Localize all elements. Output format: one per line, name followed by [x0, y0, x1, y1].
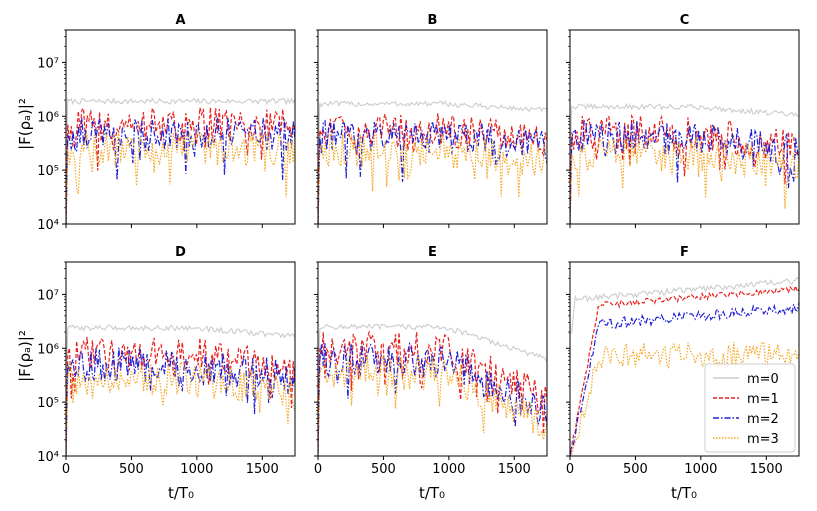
x-tick-label: 0 — [314, 462, 322, 477]
series-m1-line-a — [66, 107, 295, 224]
x-tick-label: 1000 — [684, 462, 717, 477]
axes-frame-f — [569, 261, 800, 457]
x-axis-label-f: t/T₀ — [671, 484, 697, 502]
legend-box — [704, 363, 796, 453]
y-tick-label: 10⁶ — [37, 342, 59, 357]
series-m1-line-b — [318, 113, 547, 224]
panel-title-c: C — [680, 13, 690, 28]
x-tick-label: 500 — [623, 462, 648, 477]
x-tick-label: 0 — [62, 462, 70, 477]
x-tick-label: 1500 — [246, 462, 279, 477]
x-tick-label: 1500 — [750, 462, 783, 477]
axes-frame-c — [569, 29, 800, 225]
series-m0-line-b — [318, 100, 547, 161]
x-tick-label: 0 — [566, 462, 574, 477]
legend: m=0 m=1 m=2 m=3 — [704, 363, 796, 453]
series-m2-line-d — [66, 347, 295, 455]
y-tick-label: 10⁴ — [37, 450, 59, 465]
series-m2-line-c — [570, 119, 799, 224]
series-m2-line-e — [318, 341, 547, 454]
x-tick-label: 500 — [371, 462, 396, 477]
series-m0-line-d — [66, 324, 295, 393]
panel-title-f: F — [680, 245, 689, 260]
panel-title-b: B — [428, 13, 438, 28]
panel-e: E 0 500 1000 1500 — [314, 245, 548, 477]
series-m1-line-f — [570, 284, 799, 456]
legend-label-m3: m=3 — [747, 432, 779, 447]
series-m0-line-e — [318, 323, 547, 393]
x-tick-label: 1000 — [432, 462, 465, 477]
legend-label-m1: m=1 — [747, 392, 779, 407]
series-m3-line-f — [570, 341, 799, 456]
panel-d: D 0 500 1000 1500 10⁴ 10⁵ 10⁶ 10⁷ — [37, 245, 296, 477]
y-tick-label: 10⁵ — [37, 164, 59, 179]
axes-frame-d — [65, 261, 296, 457]
panel-title-a: A — [175, 13, 185, 28]
y-tick-label: 10⁷ — [37, 56, 59, 71]
panel-c: C — [566, 13, 800, 228]
series-m1-line-c — [570, 113, 799, 224]
axes-frame-e — [317, 261, 548, 457]
x-axis-label-d: t/T₀ — [168, 484, 194, 502]
panel-title-e: E — [428, 245, 437, 260]
axes-frame-b — [317, 29, 548, 225]
y-axis-label-top: |F(ρₐ)|² — [16, 98, 34, 150]
x-tick-label: 1000 — [180, 462, 213, 477]
y-tick-label: 10⁵ — [37, 396, 59, 411]
series-m0-line-f — [570, 277, 799, 335]
series-m2-line-f — [570, 302, 799, 456]
axes-frame-a — [65, 29, 296, 225]
series-m0-line-c — [570, 102, 799, 161]
x-tick-label: 500 — [119, 462, 144, 477]
series-m3-line-d — [66, 359, 295, 455]
panel-title-d: D — [175, 245, 186, 260]
x-tick-label: 1500 — [498, 462, 531, 477]
panel-f: F 0 500 1000 1500 m=0 m=1 m=2 m=3 — [566, 245, 800, 477]
x-axis-label-e: t/T₀ — [419, 484, 445, 502]
legend-label-m2: m=2 — [747, 412, 779, 427]
y-tick-label: 10⁷ — [37, 288, 59, 303]
panel-b: B — [314, 13, 548, 228]
y-tick-label: 10⁶ — [37, 110, 59, 125]
series-m3-line-b — [318, 131, 547, 224]
legend-label-m0: m=0 — [747, 372, 779, 387]
y-tick-label: 10⁴ — [37, 218, 59, 233]
series-m3-line-e — [318, 353, 547, 454]
panel-a: A 10⁴ 10⁵ 10⁶ 10⁷ — [37, 13, 296, 233]
y-axis-label-bottom: |F(ρₐ)|² — [16, 330, 34, 382]
series-m0-line-a — [66, 97, 295, 161]
